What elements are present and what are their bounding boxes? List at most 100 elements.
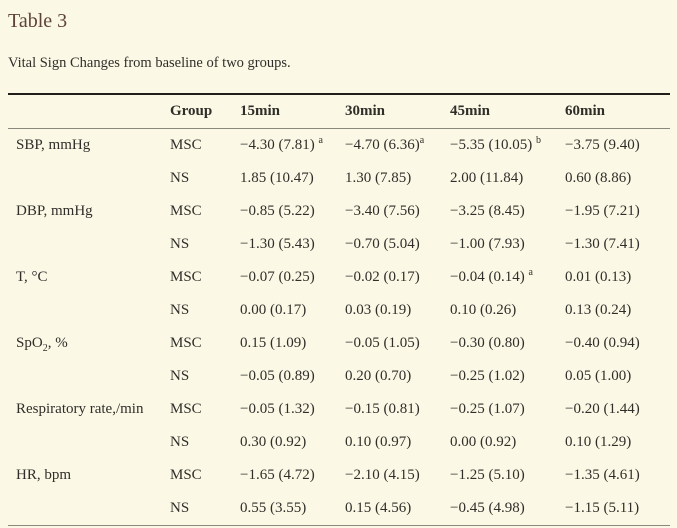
value-cell: −0.04 (0.14) a (450, 267, 533, 286)
value-cell: 0.00 (0.92) (450, 434, 517, 451)
header-cell-empty (8, 94, 170, 129)
header-cell-group: Group (170, 103, 213, 120)
value-cell: −0.30 (0.80) (450, 335, 525, 352)
value-cell: −0.05 (1.05) (345, 335, 420, 352)
group-cell: MSC (170, 467, 202, 484)
value-cell: −2.10 (4.15) (345, 467, 420, 484)
value-cell: −1.35 (4.61) (565, 467, 640, 484)
row-label: Respiratory rate,/min (16, 401, 144, 418)
group-cell: MSC (170, 137, 202, 154)
row-label (8, 360, 170, 393)
table-body: SBP, mmHg MSC −4.30 (7.81) a −4.70 (6.36)a −… (8, 129, 670, 526)
value-cell: −3.75 (9.40) (565, 137, 640, 154)
value-cell: 0.10 (1.29) (565, 434, 632, 451)
group-cell: NS (170, 368, 190, 385)
value-cell: −1.15 (5.11) (565, 500, 640, 517)
value-cell: 0.05 (1.00) (565, 368, 632, 385)
group-cell: MSC (170, 401, 202, 418)
value-cell: −5.35 (10.05) b (450, 135, 541, 154)
superscript-note: b (535, 135, 541, 147)
value-cell: −0.25 (1.02) (450, 368, 525, 385)
table-row: NS 0.30 (0.92) 0.10 (0.97) 0.00 (0.92) 0.10 … (8, 426, 670, 459)
header-cell-15min: 15min (240, 103, 281, 120)
table-row: NS 0.00 (0.17) 0.03 (0.19) 0.10 (0.26) 0.13 … (8, 294, 670, 327)
row-label (8, 228, 170, 261)
value-cell: 0.03 (0.19) (345, 302, 412, 319)
value-cell: 0.13 (0.24) (565, 302, 632, 319)
value-cell: 0.10 (0.26) (450, 302, 517, 319)
superscript-note: a (419, 135, 425, 147)
group-cell: NS (170, 500, 190, 517)
value-cell: −0.15 (0.81) (345, 401, 420, 418)
row-label: HR, bpm (16, 467, 72, 484)
value-cell: 1.30 (7.85) (345, 170, 412, 187)
value-cell: −1.30 (7.41) (565, 236, 640, 253)
value-cell: −3.40 (7.56) (345, 203, 420, 220)
value-cell: 0.15 (4.56) (345, 500, 412, 517)
value-cell: 0.10 (0.97) (345, 434, 412, 451)
table-row: NS −1.30 (5.43) −0.70 (5.04) −1.00 (7.93) −1… (8, 228, 670, 261)
value-cell: −0.85 (5.22) (240, 203, 315, 220)
group-cell: MSC (170, 269, 202, 286)
value-cell: 0.15 (1.09) (240, 335, 307, 352)
value-cell: −3.25 (8.45) (450, 203, 525, 220)
value-cell: −0.25 (1.07) (450, 401, 525, 418)
row-label: DBP, mmHg (16, 203, 93, 220)
group-cell: NS (170, 434, 190, 451)
value-cell: 1.85 (10.47) (240, 170, 314, 187)
group-cell: NS (170, 170, 190, 187)
value-cell: 0.60 (8.86) (565, 170, 632, 187)
row-label (8, 162, 170, 195)
value-cell: −0.40 (0.94) (565, 335, 640, 352)
value-cell: −1.00 (7.93) (450, 236, 525, 253)
table-row: T, °C MSC −0.07 (0.25) −0.02 (0.17) −0.04 (0… (8, 261, 670, 294)
value-cell: −4.70 (6.36)a (345, 135, 425, 154)
value-cell: −0.20 (1.44) (565, 401, 640, 418)
value-cell: −1.65 (4.72) (240, 467, 315, 484)
group-cell: NS (170, 302, 190, 319)
value-cell: −0.45 (4.98) (450, 500, 525, 517)
row-label: T, °C (16, 269, 48, 286)
header-row: Group 15min 30min 45min 60min (8, 94, 670, 129)
value-cell: −0.05 (0.89) (240, 368, 315, 385)
value-cell: −0.05 (1.32) (240, 401, 315, 418)
table-row: HR, bpm MSC −1.65 (4.72) −2.10 (4.15) −1.25 … (8, 459, 670, 492)
header-cell-30min: 30min (345, 103, 386, 120)
superscript-note: a (318, 135, 323, 147)
group-cell: MSC (170, 203, 202, 220)
header-cell-45min: 45min (450, 103, 491, 120)
table-row: NS −0.05 (0.89) 0.20 (0.70) −0.25 (1.02) 0.0… (8, 360, 670, 393)
row-label: SBP, mmHg (16, 137, 91, 154)
value-cell: 0.20 (0.70) (345, 368, 412, 385)
vital-signs-table: Group 15min 30min 45min 60min SBP, mmHg M… (8, 93, 670, 526)
value-cell: −0.70 (5.04) (345, 236, 420, 253)
value-cell: −0.02 (0.17) (345, 269, 420, 286)
header-cell-60min: 60min (565, 103, 606, 120)
value-cell: −1.95 (7.21) (565, 203, 640, 220)
value-cell: −1.25 (5.10) (450, 467, 525, 484)
table-row: SBP, mmHg MSC −4.30 (7.81) a −4.70 (6.36)a −… (8, 129, 670, 163)
value-cell: 0.55 (3.55) (240, 500, 307, 517)
subscript: 2 (42, 343, 48, 355)
row-label (8, 426, 170, 459)
table-row: SpO2, % MSC 0.15 (1.09) −0.05 (1.05) −0.30 (… (8, 327, 670, 360)
value-cell: −4.30 (7.81) a (240, 135, 323, 154)
group-cell: NS (170, 236, 190, 253)
table-row: NS 0.55 (3.55) 0.15 (4.56) −0.45 (4.98) −1.1… (8, 492, 670, 526)
value-cell: 2.00 (11.84) (450, 170, 524, 187)
row-label (8, 492, 170, 526)
value-cell: 0.30 (0.92) (240, 434, 307, 451)
table-title: Table 3 (8, 10, 68, 32)
value-cell: −0.07 (0.25) (240, 269, 315, 286)
row-label (8, 294, 170, 327)
value-cell: 0.01 (0.13) (565, 269, 632, 286)
value-cell: 0.00 (0.17) (240, 302, 307, 319)
value-cell: −1.30 (5.43) (240, 236, 315, 253)
table-row: NS 1.85 (10.47) 1.30 (7.85) 2.00 (11.84) 0.6… (8, 162, 670, 195)
table-row: Respiratory rate,/min MSC −0.05 (1.32) −0.1… (8, 393, 670, 426)
table-caption: Vital Sign Changes from baseline of two … (8, 55, 291, 71)
superscript-note: a (528, 267, 533, 279)
group-cell: MSC (170, 335, 202, 352)
table-row: DBP, mmHg MSC −0.85 (5.22) −3.40 (7.56) −3.2… (8, 195, 670, 228)
